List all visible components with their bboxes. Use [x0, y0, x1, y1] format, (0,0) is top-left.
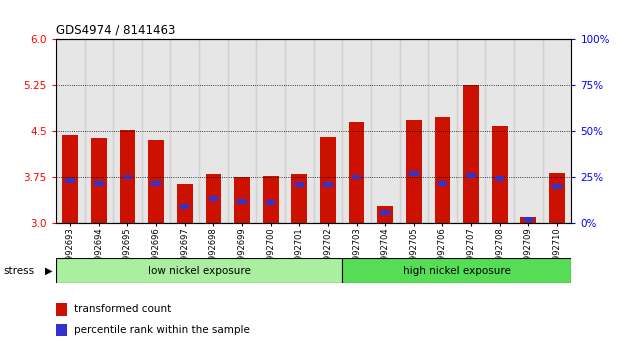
- Bar: [463, 85, 479, 223]
- Bar: [409, 171, 419, 176]
- Text: percentile rank within the sample: percentile rank within the sample: [74, 325, 250, 335]
- Bar: [428, 39, 457, 223]
- Bar: [91, 138, 107, 223]
- Bar: [486, 39, 514, 223]
- Bar: [228, 39, 256, 223]
- Text: high nickel exposure: high nickel exposure: [403, 266, 510, 276]
- Bar: [294, 182, 304, 187]
- Bar: [514, 39, 543, 223]
- Bar: [524, 217, 533, 222]
- Bar: [234, 177, 250, 223]
- Bar: [320, 137, 336, 223]
- Bar: [170, 39, 199, 223]
- Bar: [177, 184, 193, 223]
- Bar: [56, 324, 66, 336]
- Bar: [84, 39, 113, 223]
- Bar: [142, 39, 170, 223]
- Bar: [113, 39, 142, 223]
- Bar: [152, 181, 161, 185]
- Bar: [381, 210, 390, 215]
- Bar: [323, 182, 333, 187]
- Bar: [180, 204, 189, 209]
- Bar: [457, 39, 486, 223]
- Bar: [237, 199, 247, 204]
- Text: low nickel exposure: low nickel exposure: [148, 266, 250, 276]
- Bar: [378, 206, 393, 223]
- Bar: [94, 181, 104, 185]
- Bar: [56, 303, 66, 316]
- Bar: [56, 39, 84, 223]
- Bar: [263, 176, 279, 223]
- Bar: [399, 39, 428, 223]
- Bar: [435, 118, 450, 223]
- Bar: [549, 173, 565, 223]
- Bar: [285, 39, 314, 223]
- Bar: [266, 200, 275, 205]
- Bar: [199, 39, 228, 223]
- Bar: [148, 140, 164, 223]
- Bar: [543, 39, 571, 223]
- Bar: [209, 196, 218, 201]
- Bar: [123, 175, 132, 179]
- Bar: [291, 174, 307, 223]
- Text: stress: stress: [3, 266, 34, 276]
- Bar: [342, 39, 371, 223]
- Bar: [65, 178, 75, 183]
- Bar: [495, 176, 504, 181]
- Bar: [62, 135, 78, 223]
- Bar: [314, 39, 342, 223]
- Text: transformed count: transformed count: [74, 304, 171, 314]
- Text: GDS4974 / 8141463: GDS4974 / 8141463: [56, 23, 175, 36]
- Bar: [466, 173, 476, 178]
- Bar: [206, 174, 221, 223]
- Bar: [371, 39, 399, 223]
- Bar: [342, 258, 571, 283]
- Bar: [256, 39, 285, 223]
- Bar: [120, 130, 135, 223]
- Bar: [492, 126, 507, 223]
- Bar: [352, 175, 361, 179]
- Bar: [406, 120, 422, 223]
- Text: ▶: ▶: [45, 266, 52, 276]
- Bar: [348, 122, 365, 223]
- Bar: [520, 217, 537, 223]
- Bar: [56, 258, 342, 283]
- Bar: [552, 184, 562, 189]
- Bar: [438, 181, 447, 185]
